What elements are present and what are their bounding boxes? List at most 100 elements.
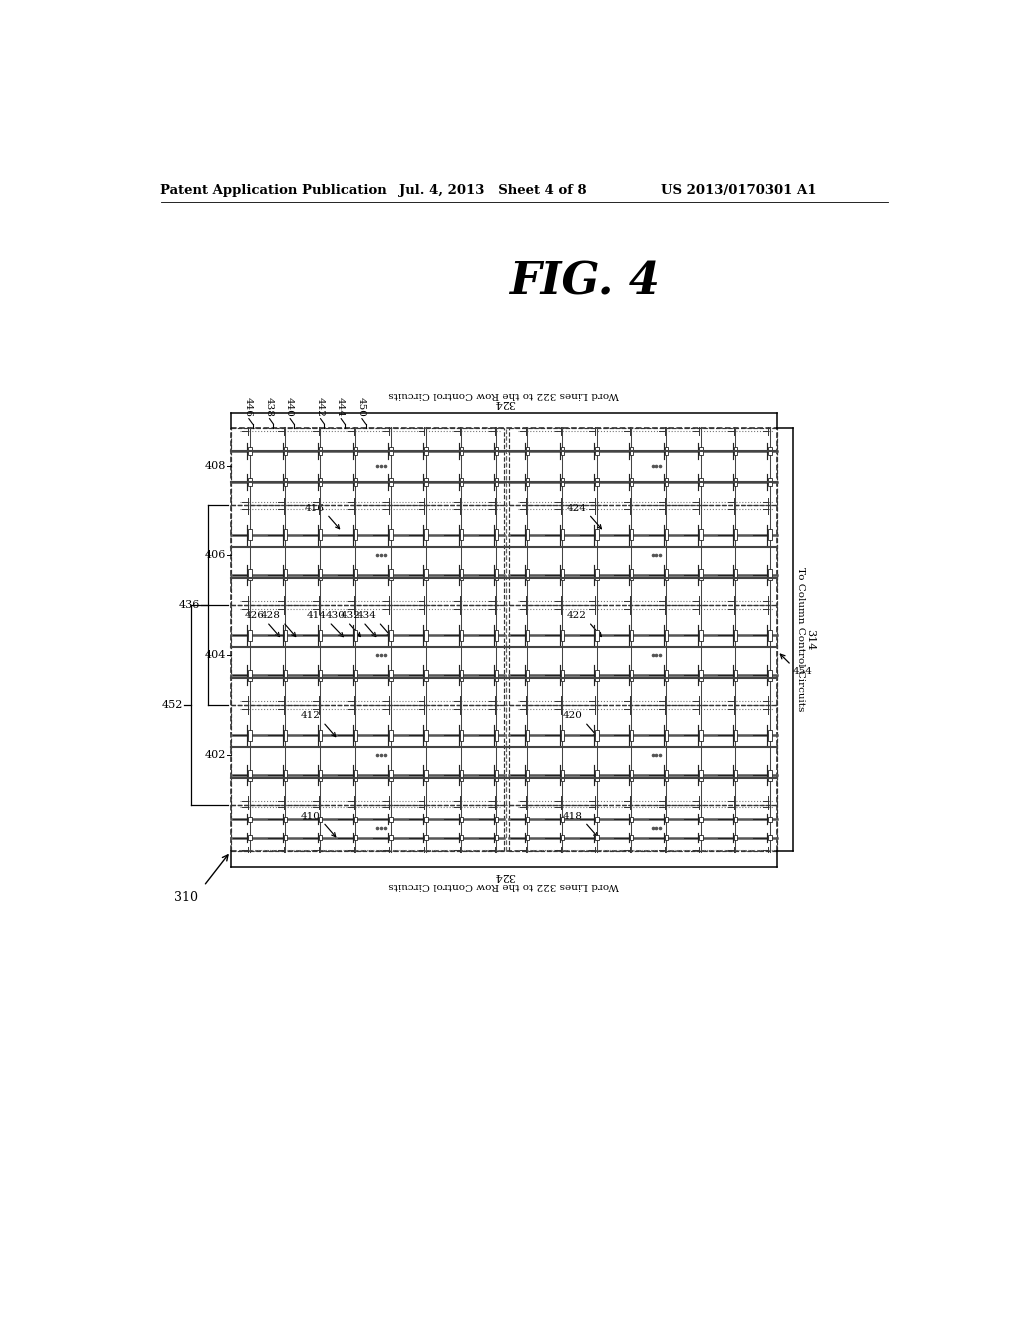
Bar (389, 630, 392, 640)
Bar (734, 478, 737, 486)
Bar (318, 478, 323, 486)
Text: 404: 404 (205, 649, 226, 660)
Bar (424, 836, 428, 840)
Text: 424: 424 (566, 504, 587, 512)
Text: 432: 432 (341, 611, 360, 620)
Bar (699, 836, 702, 840)
Bar (630, 836, 633, 840)
Bar (460, 770, 463, 780)
Bar (424, 730, 428, 741)
Text: 440: 440 (285, 397, 294, 417)
Bar (630, 478, 633, 486)
Bar (284, 817, 287, 821)
Bar (248, 836, 252, 840)
Text: 410: 410 (301, 812, 321, 821)
Bar (560, 630, 564, 640)
Bar (595, 529, 599, 540)
Bar (630, 446, 633, 455)
Text: 444: 444 (336, 397, 345, 417)
Bar (495, 446, 499, 455)
Bar (630, 817, 633, 821)
Bar (699, 446, 702, 455)
Bar (665, 478, 668, 486)
Bar (699, 669, 702, 681)
Bar (248, 770, 252, 780)
Bar (495, 836, 499, 840)
Bar (734, 529, 737, 540)
Bar (424, 770, 428, 780)
Bar (526, 446, 529, 455)
Bar (284, 836, 287, 840)
Bar (460, 478, 463, 486)
Text: US 2013/0170301 A1: US 2013/0170301 A1 (662, 185, 816, 197)
Bar (526, 569, 529, 581)
Bar (284, 730, 287, 741)
Bar (526, 478, 529, 486)
Bar (595, 770, 599, 780)
Bar (768, 770, 772, 780)
Bar (354, 669, 357, 681)
Bar (699, 770, 702, 780)
Bar (495, 730, 499, 741)
Bar (495, 569, 499, 581)
Bar (560, 730, 564, 741)
Text: Word Lines 322 to the Row Control Circuits: Word Lines 322 to the Row Control Circui… (389, 880, 620, 890)
Bar (560, 836, 564, 840)
Bar (734, 630, 737, 640)
Bar (460, 730, 463, 741)
Bar (768, 529, 772, 540)
Bar (354, 630, 357, 640)
Bar (665, 446, 668, 455)
Bar (460, 836, 463, 840)
Bar (595, 730, 599, 741)
Bar (526, 630, 529, 640)
Bar (248, 446, 252, 455)
Bar (595, 569, 599, 581)
Bar (354, 478, 357, 486)
Bar (284, 446, 287, 455)
Bar (389, 836, 392, 840)
Bar (460, 446, 463, 455)
Bar (495, 630, 499, 640)
Bar (284, 529, 287, 540)
Bar (318, 630, 323, 640)
Bar (495, 817, 499, 821)
Bar (734, 446, 737, 455)
Bar (318, 669, 323, 681)
Bar (424, 569, 428, 581)
Bar (560, 529, 564, 540)
Text: 416: 416 (305, 504, 325, 512)
Bar (665, 529, 668, 540)
Text: 426: 426 (245, 611, 264, 620)
Bar (768, 836, 772, 840)
Bar (595, 478, 599, 486)
Bar (460, 669, 463, 681)
Bar (665, 817, 668, 821)
Bar (768, 817, 772, 821)
Bar (460, 630, 463, 640)
Bar (284, 770, 287, 780)
Bar (595, 817, 599, 821)
Text: 414: 414 (307, 611, 327, 620)
Text: To Column Control Circuits: To Column Control Circuits (796, 568, 805, 711)
Bar (389, 730, 392, 741)
Text: 420: 420 (562, 711, 583, 721)
Bar (424, 630, 428, 640)
Bar (560, 446, 564, 455)
Bar (460, 817, 463, 821)
Bar (595, 630, 599, 640)
Bar (424, 817, 428, 821)
Bar (460, 529, 463, 540)
Bar (354, 569, 357, 581)
Bar (630, 730, 633, 741)
Bar (424, 529, 428, 540)
Bar (665, 770, 668, 780)
Bar (734, 669, 737, 681)
Bar (734, 569, 737, 581)
Bar (389, 446, 392, 455)
Bar (389, 817, 392, 821)
Bar (526, 770, 529, 780)
Bar (318, 446, 323, 455)
Bar (424, 446, 428, 455)
Bar (495, 478, 499, 486)
